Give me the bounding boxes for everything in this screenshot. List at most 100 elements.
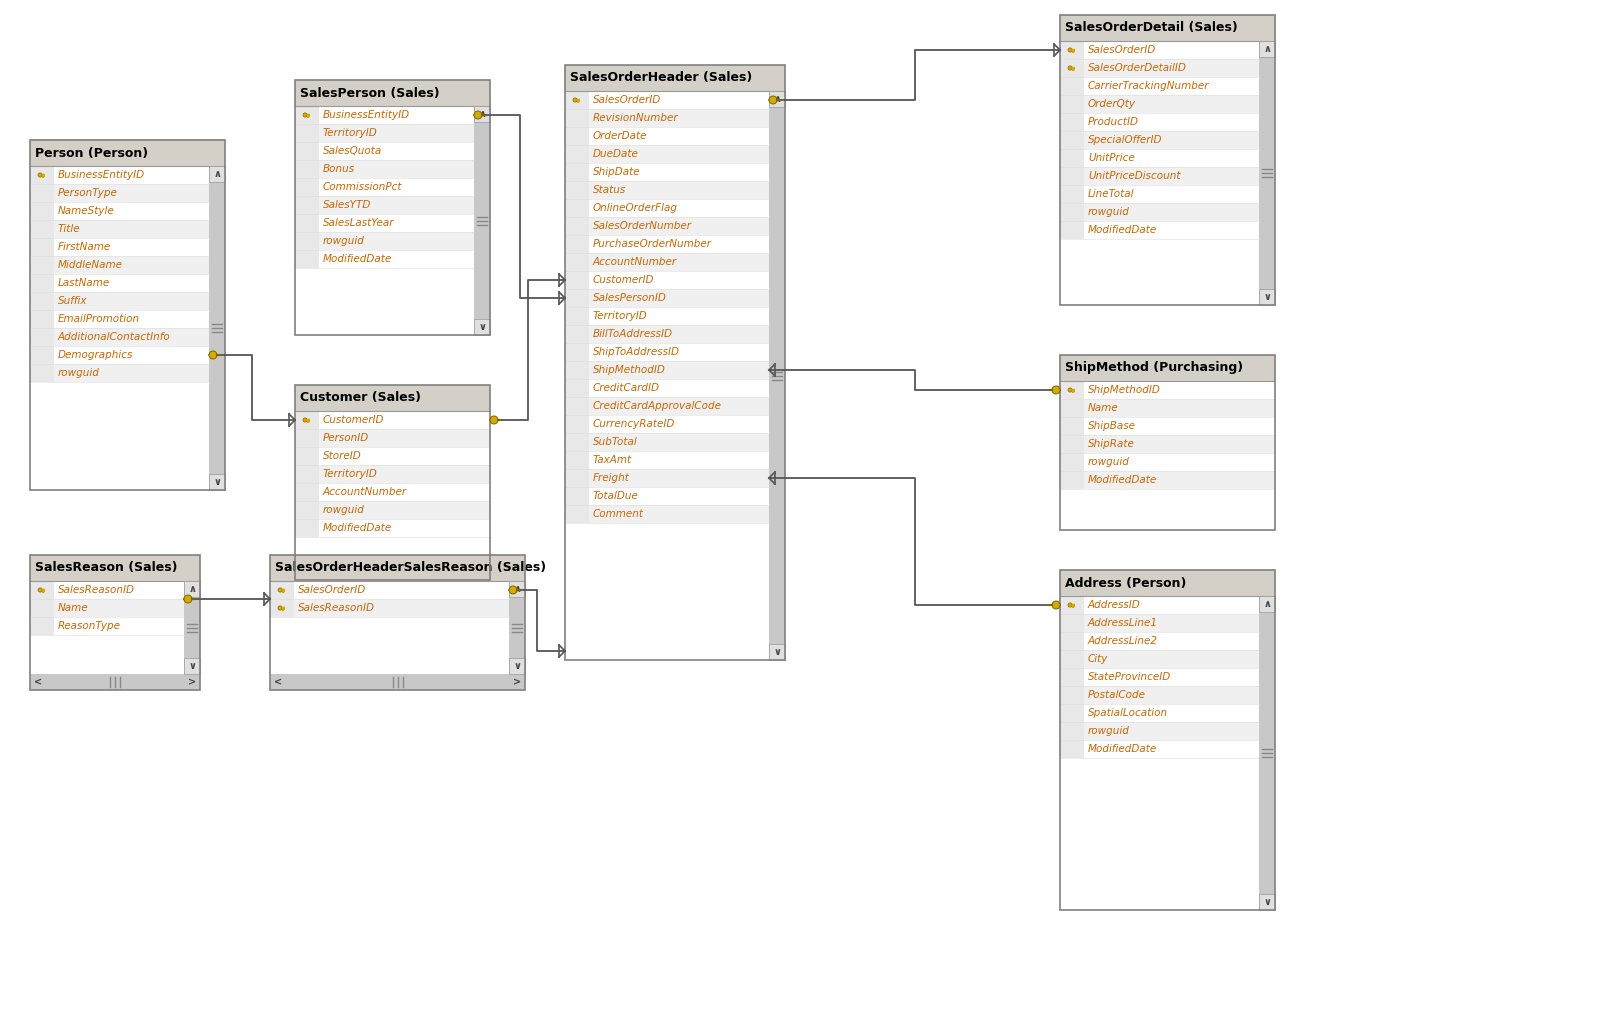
Text: ShipMethod (Purchasing): ShipMethod (Purchasing) <box>1065 362 1243 374</box>
Bar <box>565 469 589 487</box>
Text: SpatialLocation: SpatialLocation <box>1088 708 1169 718</box>
Bar <box>295 106 319 124</box>
Text: Customer (Sales): Customer (Sales) <box>300 391 421 405</box>
Bar <box>1060 399 1085 417</box>
Text: ∨: ∨ <box>513 661 521 671</box>
Bar <box>589 325 769 343</box>
Bar <box>1060 722 1085 740</box>
Text: Comment: Comment <box>593 509 644 519</box>
Bar <box>1260 289 1276 305</box>
Bar <box>319 214 474 232</box>
Bar <box>565 271 589 289</box>
Text: PostalCode: PostalCode <box>1088 690 1146 700</box>
Bar <box>319 250 474 268</box>
Bar <box>1085 417 1276 435</box>
Text: ModifiedDate: ModifiedDate <box>1088 225 1158 235</box>
Bar <box>1060 668 1085 686</box>
Bar <box>1060 355 1276 530</box>
Bar <box>1260 41 1276 305</box>
Bar <box>53 364 209 382</box>
Bar <box>589 235 769 254</box>
Text: SalesPerson (Sales): SalesPerson (Sales) <box>300 86 440 99</box>
Bar <box>1060 59 1085 77</box>
Bar <box>589 289 769 307</box>
Bar <box>1085 185 1260 203</box>
Text: AddressID: AddressID <box>1088 600 1141 610</box>
Bar <box>53 238 209 256</box>
Bar <box>295 80 491 335</box>
Bar <box>295 160 319 178</box>
Text: OrderDate: OrderDate <box>593 131 648 141</box>
Text: PersonID: PersonID <box>324 433 369 443</box>
Bar <box>1060 686 1085 704</box>
Circle shape <box>474 111 482 119</box>
Text: ShipBase: ShipBase <box>1088 421 1137 431</box>
Bar <box>31 140 225 166</box>
Bar <box>53 310 209 328</box>
Bar <box>589 271 769 289</box>
Bar <box>589 254 769 271</box>
Text: AccountNumber: AccountNumber <box>593 257 677 267</box>
Text: ShipMethodID: ShipMethodID <box>1088 385 1161 395</box>
Bar <box>319 501 491 519</box>
Circle shape <box>303 113 308 117</box>
Bar <box>1060 355 1276 530</box>
Text: TerritoryID: TerritoryID <box>324 469 377 479</box>
Bar <box>589 397 769 415</box>
Bar <box>209 166 225 182</box>
Text: SalesOrderHeaderSalesReason (Sales): SalesOrderHeaderSalesReason (Sales) <box>275 562 546 575</box>
Text: rowguid: rowguid <box>1088 457 1130 467</box>
Bar <box>53 274 209 292</box>
Bar <box>31 599 53 617</box>
Bar <box>295 124 319 142</box>
Bar <box>185 581 201 674</box>
Circle shape <box>185 595 193 603</box>
Bar <box>589 451 769 469</box>
Text: ShipDate: ShipDate <box>593 167 641 177</box>
Text: <: < <box>34 677 42 687</box>
Bar <box>474 319 491 335</box>
Text: ShipMethodID: ShipMethodID <box>593 365 665 375</box>
Text: SpecialOfferID: SpecialOfferID <box>1088 135 1162 145</box>
Bar <box>508 658 525 674</box>
Text: Person (Person): Person (Person) <box>36 146 147 159</box>
Bar <box>295 411 319 429</box>
Circle shape <box>278 606 282 610</box>
Text: SalesOrderDetailID: SalesOrderDetailID <box>1088 63 1187 73</box>
Bar <box>1085 614 1260 632</box>
Text: CommissionPct: CommissionPct <box>324 182 403 192</box>
Bar <box>1060 570 1276 910</box>
Bar <box>53 166 209 184</box>
Text: AddressLine2: AddressLine2 <box>1088 636 1158 646</box>
Bar <box>31 328 53 346</box>
Bar <box>589 217 769 235</box>
Bar <box>1085 95 1260 113</box>
Circle shape <box>278 588 282 592</box>
Bar <box>565 397 589 415</box>
Text: CustomerID: CustomerID <box>593 275 654 285</box>
Text: City: City <box>1088 654 1109 664</box>
Text: ∨: ∨ <box>1263 897 1271 907</box>
Bar <box>295 581 508 599</box>
Circle shape <box>508 586 516 594</box>
Bar <box>589 91 769 108</box>
Bar <box>270 555 525 690</box>
Text: AdditionalContactInfo: AdditionalContactInfo <box>58 332 170 342</box>
Text: ModifiedDate: ModifiedDate <box>324 254 392 264</box>
Circle shape <box>1052 386 1060 394</box>
Bar <box>31 346 53 364</box>
Bar <box>31 184 53 202</box>
Bar <box>295 483 319 501</box>
Text: rowguid: rowguid <box>324 236 364 246</box>
Bar <box>31 140 225 490</box>
Bar <box>565 433 589 451</box>
Bar <box>565 325 589 343</box>
Bar <box>295 80 491 106</box>
Text: Title: Title <box>58 224 81 234</box>
Bar <box>565 199 589 217</box>
Bar <box>565 108 589 127</box>
Text: ∧: ∧ <box>188 584 196 594</box>
Bar <box>295 501 319 519</box>
Bar <box>565 415 589 433</box>
Text: TerritoryID: TerritoryID <box>593 311 648 321</box>
